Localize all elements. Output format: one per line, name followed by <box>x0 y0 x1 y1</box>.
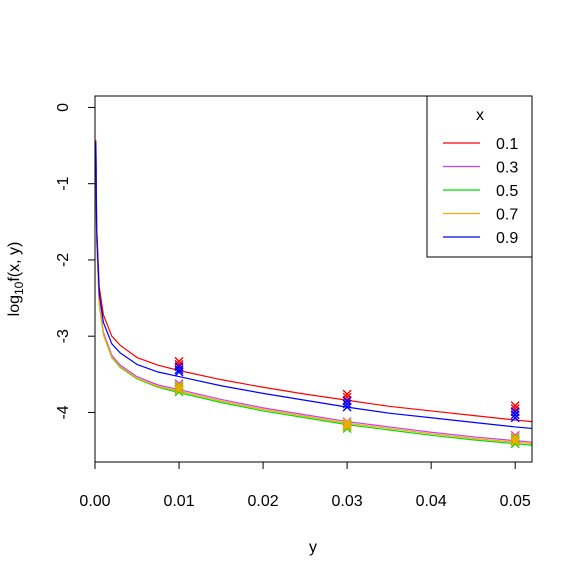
y-tick-label: -1 <box>55 176 72 190</box>
x-tick-label: 0.02 <box>248 493 279 510</box>
curves-layer <box>95 140 533 446</box>
x-tick-label: 0.01 <box>163 493 194 510</box>
marker-0.7 <box>342 420 352 430</box>
y-axis-label-subscript: 10 <box>12 281 26 295</box>
legend-label-0.7: 0.7 <box>496 207 518 224</box>
marker-0.7 <box>174 385 184 395</box>
marker-0.7 <box>510 435 520 445</box>
marker-0.9 <box>174 367 184 377</box>
y-tick-label: -2 <box>55 253 72 267</box>
legend-label-0.1: 0.1 <box>496 136 518 153</box>
series-line-0.1 <box>95 140 533 423</box>
legend-label-0.5: 0.5 <box>496 183 518 200</box>
marker-0.9 <box>174 365 184 375</box>
marker-0.9 <box>342 402 352 412</box>
marker-0.9 <box>510 410 520 420</box>
marker-0.7 <box>174 383 184 393</box>
x-axis-label: y <box>309 539 317 556</box>
y-tick-label: 0 <box>55 103 72 112</box>
x-tick-label: 0.03 <box>332 493 363 510</box>
legend: x 0.1 0.3 0.5 0.7 0.9 <box>426 95 533 258</box>
marker-0.1 <box>342 392 352 402</box>
x-tick-label: 0.04 <box>416 493 447 510</box>
markers-layer <box>174 356 520 449</box>
marker-0.7 <box>510 437 520 447</box>
y-axis-label: log10f(x, y) <box>6 242 26 317</box>
legend-label-0.9: 0.9 <box>496 230 518 247</box>
y-axis-label-rest: f(x, y) <box>6 242 23 282</box>
marker-0.5 <box>510 439 520 449</box>
legend-label-0.3: 0.3 <box>496 160 518 177</box>
legend-box <box>426 95 533 258</box>
y-axis: 0 -1 -2 -3 -4 <box>55 103 96 420</box>
marker-0.5 <box>174 387 184 397</box>
legend-entries: 0.1 0.3 0.5 0.7 0.9 <box>443 136 518 247</box>
marker-0.9 <box>342 399 352 409</box>
marker-0.7 <box>342 422 352 432</box>
y-axis-label-main: log <box>6 295 23 316</box>
legend-title: x <box>476 107 484 124</box>
y-tick-label: -3 <box>55 329 72 343</box>
x-tick-label: 0.05 <box>500 493 531 510</box>
x-axis: 0.00 0.01 0.02 0.03 0.04 0.05 <box>79 461 531 510</box>
y-tick-label: -4 <box>55 405 72 419</box>
marker-0.9 <box>510 413 520 423</box>
x-tick-label: 0.00 <box>79 493 110 510</box>
series-line-0.7 <box>95 146 533 445</box>
series-line-0.9 <box>95 142 533 430</box>
